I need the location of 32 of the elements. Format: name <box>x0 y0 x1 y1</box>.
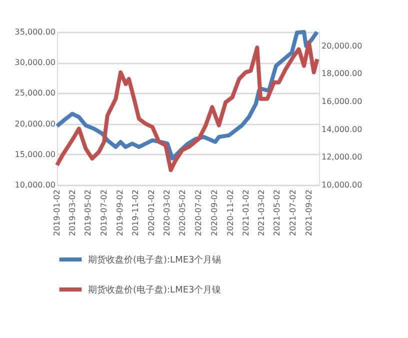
y-tick-label: 25,000.00 <box>14 88 56 98</box>
x-tick-label: 2019-07-02 <box>99 190 108 236</box>
x-tick-label: 2021-05-02 <box>272 190 282 236</box>
x-tick-label: 2019-01-02 <box>52 190 62 236</box>
x-tick-label: 2021-03-02 <box>256 190 266 236</box>
y2-tick-label: 18,000.00 <box>322 69 362 78</box>
x-tick-label: 2020-11-02 <box>226 190 235 236</box>
y-tick-label: 10,000.00 <box>14 180 56 190</box>
y2-tick-label: 10,000.00 <box>322 180 362 190</box>
x-tick-label: 2021-01-02 <box>242 190 251 236</box>
y-tick-label: 35,000.00 <box>14 28 56 36</box>
x-tick-label: 2019-03-02 <box>68 190 77 236</box>
legend-label: 期货收盘价(电子盘):LME3个月镍 <box>88 284 222 296</box>
y2-tick-label: 16,000.00 <box>322 97 362 106</box>
x-tick-label: 2020-05-02 <box>178 190 188 236</box>
y-tick-label: 15,000.00 <box>14 150 56 159</box>
x-tick-label: 2020-07-02 <box>194 190 203 236</box>
y2-tick-label: 14,000.00 <box>322 124 362 134</box>
y2-tick-label: 12,000.00 <box>322 152 362 162</box>
x-tick-label: 2020-03-02 <box>162 190 172 236</box>
x-tick-label: 2019-11-02 <box>131 190 140 236</box>
x-tick-label: 2020-01-02 <box>146 190 156 236</box>
y-tick-label: 20,000.00 <box>14 119 56 128</box>
x-tick-label: 2019-05-02 <box>84 190 93 236</box>
x-tick-label: 2019-09-02 <box>115 190 124 236</box>
y-tick-label: 30,000.00 <box>14 58 56 68</box>
x-tick-label: 2020-09-02 <box>210 190 220 236</box>
line-series <box>55 40 320 172</box>
legend-label: 期货收盘价(电子盘):LME3个月锡 <box>88 254 222 266</box>
x-tick-label: 2021-07-02 <box>288 190 298 236</box>
y2-tick-label: 20,000.00 <box>322 41 362 50</box>
x-tick-label: 2021-09-02 <box>304 190 314 236</box>
